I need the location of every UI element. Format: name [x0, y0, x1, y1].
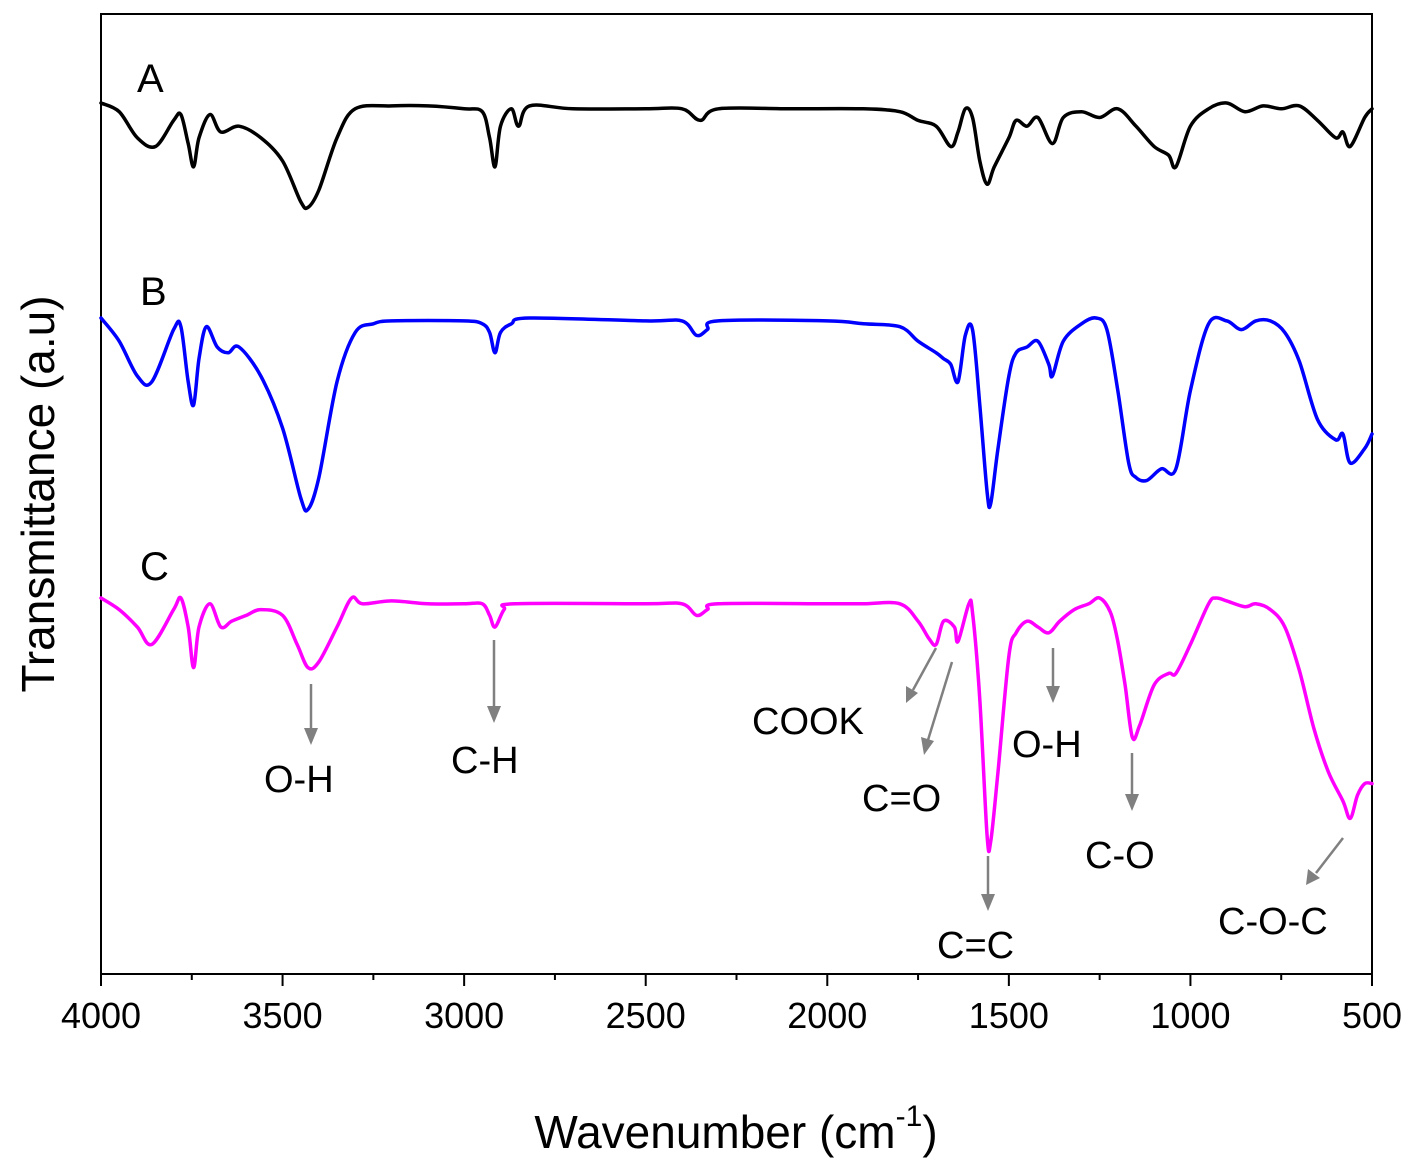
arrowhead-ch — [487, 706, 501, 723]
curve-label-b: B — [140, 270, 167, 314]
series-line-a — [99, 101, 1374, 211]
annot-co-double: C=O — [862, 778, 941, 820]
x-tick-label: 3500 — [243, 995, 323, 1036]
arrow-coc — [1315, 837, 1344, 874]
arrowhead-co-double — [921, 737, 934, 755]
x-tick-label: 4000 — [61, 995, 141, 1036]
annot-ch: C-H — [451, 740, 519, 782]
curve-label-c: C — [140, 545, 169, 589]
y-axis-title: Transmittance (a.u) — [12, 295, 64, 692]
x-axis-ticks — [100, 974, 1373, 986]
x-axis-title: Wavenumber (cm-1) — [534, 1100, 937, 1158]
arrowhead-oh-2 — [1046, 686, 1060, 703]
curve-label-a: A — [137, 57, 164, 101]
x-tick-label: 1000 — [1150, 995, 1230, 1036]
arrowhead-cc — [981, 894, 995, 911]
annotation-arrows — [304, 640, 1344, 911]
series-line-b — [99, 315, 1374, 513]
arrow-cook — [911, 647, 938, 691]
annot-coc: C-O-C — [1218, 901, 1328, 943]
x-tick-label: 2500 — [606, 995, 686, 1036]
annot-oh-1: O-H — [264, 759, 334, 801]
arrowhead-c-o — [1125, 794, 1139, 811]
x-axis-tick-labels: 4000 3500 3000 2500 2000 1500 1000 500 — [61, 995, 1402, 1036]
x-tick-label: 500 — [1342, 995, 1402, 1036]
arrowhead-oh-1 — [304, 728, 318, 745]
annot-c-o: C-O — [1085, 835, 1155, 877]
arrowhead-cook — [906, 686, 918, 703]
series-line-c — [99, 595, 1374, 854]
arrow-co-double — [926, 661, 954, 741]
arrowhead-coc — [1306, 869, 1320, 885]
annot-cc: C=C — [937, 925, 1014, 967]
annot-oh-2: O-H — [1012, 724, 1082, 766]
x-tick-label: 3000 — [424, 995, 504, 1036]
x-tick-label: 2000 — [787, 995, 867, 1036]
series-group — [99, 101, 1374, 854]
annot-cook: COOK — [752, 701, 864, 743]
x-tick-label: 1500 — [969, 995, 1049, 1036]
plot-frame — [100, 13, 1373, 975]
